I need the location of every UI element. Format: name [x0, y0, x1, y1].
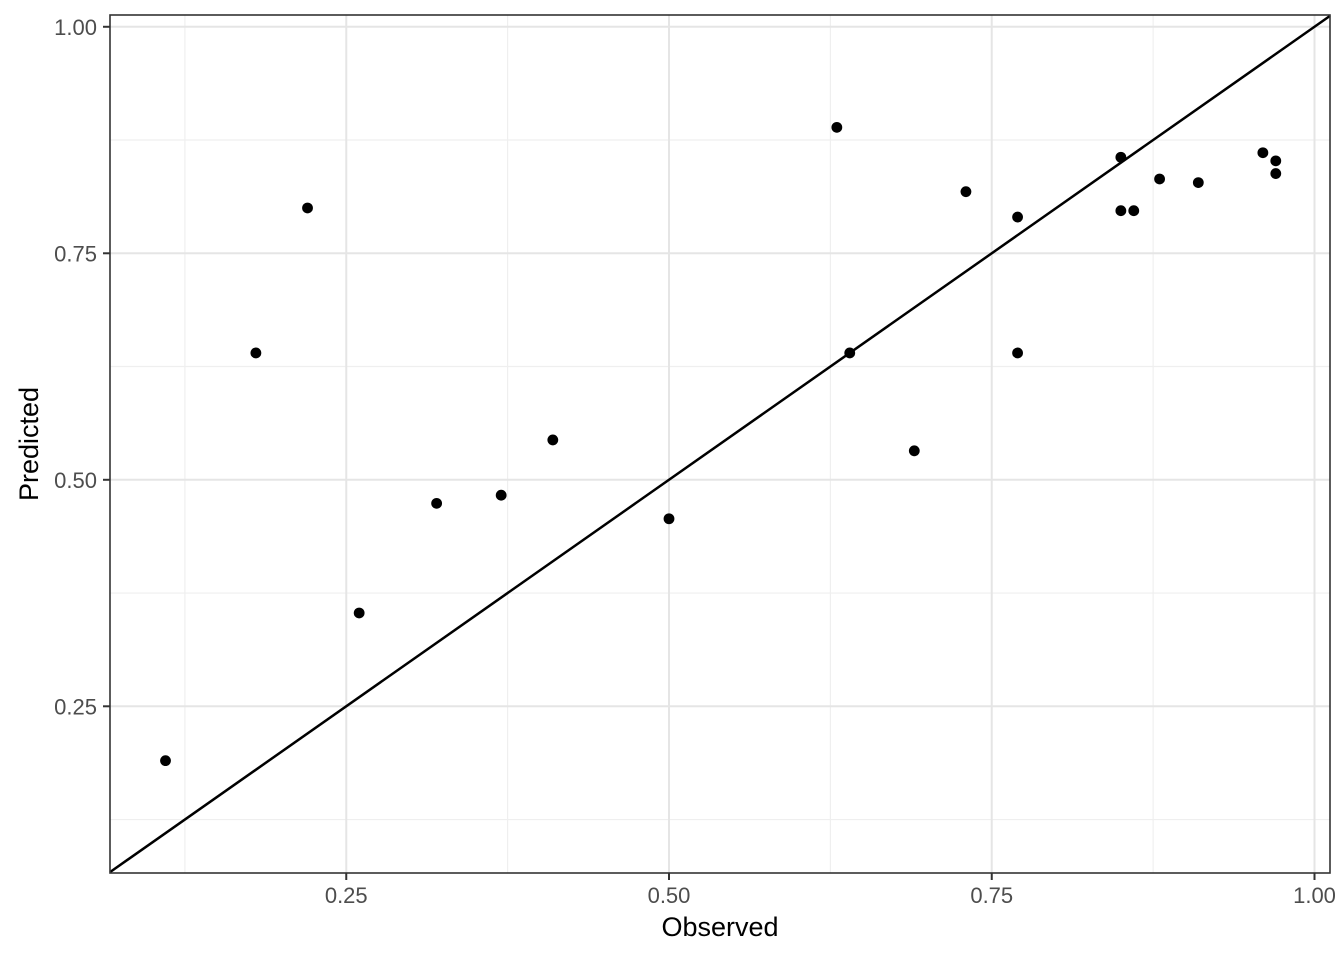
scatter-point — [1270, 155, 1282, 167]
x-tick-label: 0.75 — [970, 883, 1013, 908]
scatter-point — [302, 202, 313, 214]
x-tick-label: 1.00 — [1293, 883, 1336, 908]
scatter-point — [1115, 151, 1127, 163]
y-axis-title: Predicted — [14, 387, 44, 501]
scatter-point — [831, 121, 843, 133]
scatter-point — [1257, 147, 1269, 159]
scatter-point — [1012, 347, 1023, 359]
identity-reference-line — [109, 14, 1331, 874]
scatter-point — [547, 434, 559, 446]
axis-tick-marks-layer — [103, 25, 1316, 880]
scatter-point — [1012, 211, 1023, 223]
y-tick-label: 0.50 — [54, 468, 97, 493]
scatter-point — [1154, 173, 1165, 185]
scatter-point — [1115, 205, 1127, 217]
scatter-point — [431, 497, 443, 509]
x-tick-label: 0.50 — [648, 883, 691, 908]
scatter-point — [1270, 168, 1282, 179]
scatter-point — [960, 186, 972, 198]
scatter-point — [495, 489, 507, 501]
x-axis-title: Observed — [661, 912, 778, 942]
scatter-point — [663, 513, 675, 525]
scatter-point — [908, 445, 920, 457]
y-tick-label: 0.25 — [54, 694, 97, 719]
scatter-point — [160, 755, 171, 767]
scatter-point — [250, 347, 262, 359]
x-tick-label: 0.25 — [325, 883, 368, 908]
scatter-point — [844, 347, 856, 359]
scatter-point — [1128, 205, 1140, 217]
scatter-point — [1192, 177, 1204, 189]
y-axis-tick-labels: 0.25 0.50 0.75 1.00 — [54, 15, 97, 720]
gridlines-layer — [110, 15, 1330, 873]
x-axis-tick-labels: 0.25 0.50 0.75 1.00 — [325, 883, 1336, 908]
y-tick-label: 1.00 — [54, 15, 97, 40]
y-tick-label: 0.75 — [54, 241, 97, 266]
scatter-point — [353, 607, 365, 619]
data-points-layer — [160, 121, 1282, 767]
plot-panel-border — [109, 14, 1331, 874]
